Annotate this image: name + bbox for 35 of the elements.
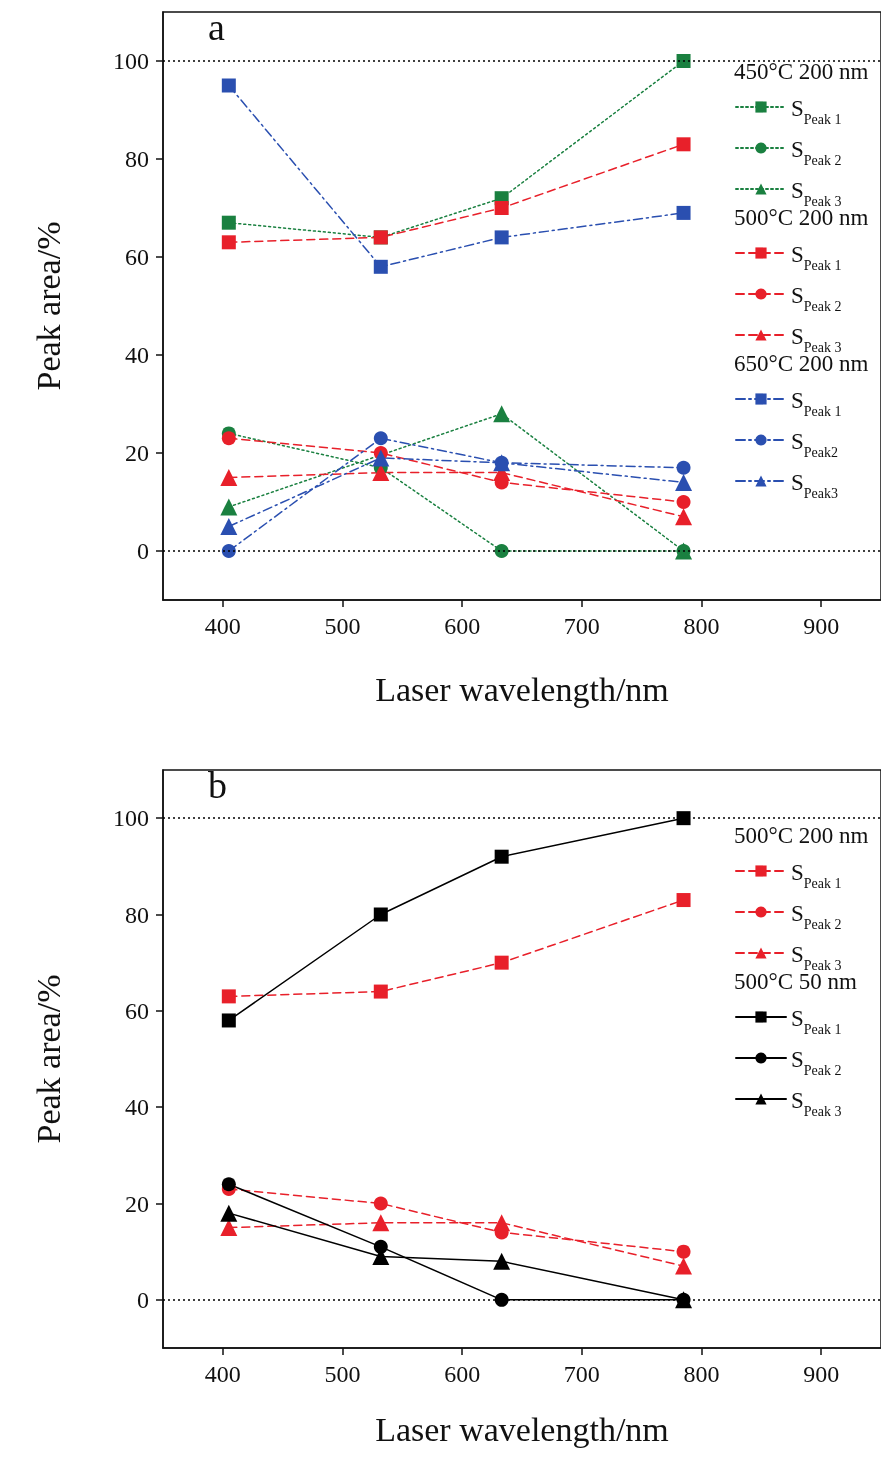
y-tick-label: 40 xyxy=(125,1094,149,1121)
annotation: 450°C 200 nm xyxy=(734,59,869,84)
x-axis-title: Laser wavelength/nm xyxy=(375,670,669,708)
y-tick-label: 100 xyxy=(113,48,149,74)
y-axis-title: Peak area/% xyxy=(29,974,67,1144)
y-axis-title: Peak area/% xyxy=(29,221,67,391)
y-tick-label: 80 xyxy=(125,146,149,172)
annotation: 500°C 50 nm xyxy=(734,969,858,994)
x-tick-label: 900 xyxy=(803,1361,840,1387)
x-tick-label: 800 xyxy=(683,1361,720,1387)
y-tick-label: 20 xyxy=(125,440,149,466)
y-tick-label: 60 xyxy=(125,244,149,270)
y-tick-label: 0 xyxy=(137,538,149,564)
annotation: 650°C 200 nm xyxy=(734,351,869,376)
chart-title: a xyxy=(208,6,225,48)
y-tick-label: 100 xyxy=(113,805,149,832)
x-tick-label: 600 xyxy=(444,613,481,639)
x-axis-title: Laser wavelength/nm xyxy=(375,1410,669,1448)
x-tick-label: 700 xyxy=(563,1361,600,1387)
annotation: 500°C 200 nm xyxy=(734,823,869,848)
x-tick-label: 800 xyxy=(683,613,720,639)
x-tick-label: 500 xyxy=(324,613,361,639)
x-tick-label: 400 xyxy=(204,613,241,639)
annotation: 500°C 200 nm xyxy=(734,205,869,230)
y-tick-label: 40 xyxy=(125,342,149,368)
x-tick-label: 400 xyxy=(204,1361,241,1387)
x-tick-label: 600 xyxy=(444,1361,481,1387)
y-tick-label: 20 xyxy=(125,1190,149,1217)
x-tick-label: 900 xyxy=(803,613,840,639)
x-tick-label: 500 xyxy=(324,1361,361,1387)
y-tick-label: 0 xyxy=(137,1286,149,1313)
y-tick-label: 80 xyxy=(125,901,149,928)
x-tick-label: 700 xyxy=(563,613,600,639)
chart-title: b xyxy=(208,764,227,806)
y-tick-label: 60 xyxy=(125,997,149,1024)
